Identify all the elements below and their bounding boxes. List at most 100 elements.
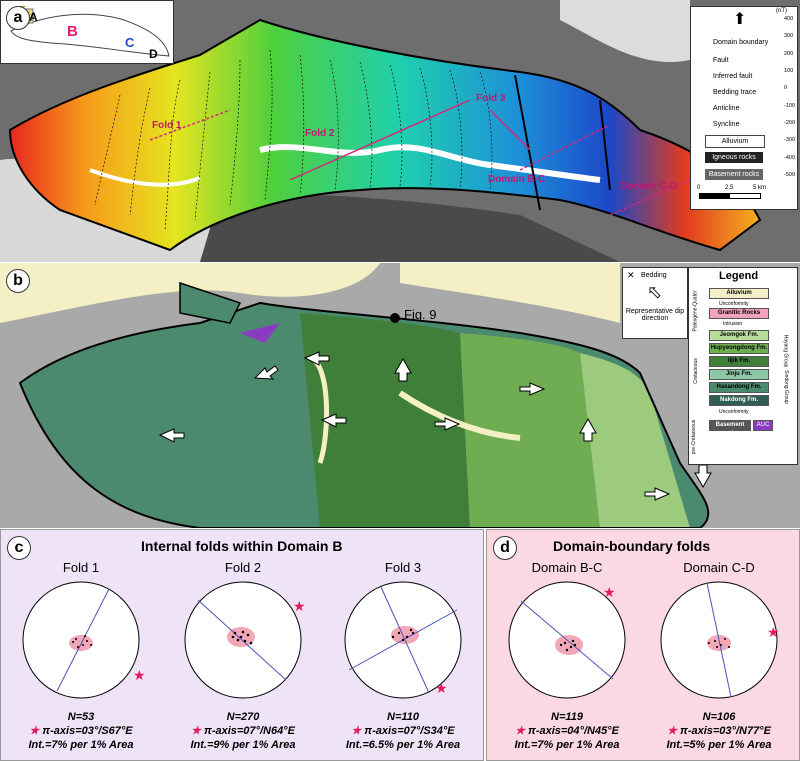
stereonet-plot: ★ — [660, 581, 780, 699]
domain-boundary — [599, 99, 611, 191]
fig9-label: Fig. 9 — [404, 307, 437, 322]
alluvium-patch — [0, 263, 380, 323]
stereonet-plot: ★ — [22, 581, 146, 699]
domain-bc-label: Domain B-C — [488, 174, 546, 185]
legend-alluvium: Alluvium — [709, 288, 769, 299]
north-arrow-icon: ⬆ — [733, 11, 747, 28]
map-b-legend: Legend Paleogene-Quater Alluvium Unconfo… — [688, 267, 798, 465]
legend-title: Legend — [719, 270, 759, 282]
dip-legend-box: ✕ Bedding ⬁ Representative dip direction — [622, 267, 688, 339]
star-icon: ★ — [515, 725, 528, 737]
colorbar-tick: 100 — [784, 67, 794, 74]
stereonet-intensity: Int.=7% per 1% Area — [28, 739, 134, 751]
colorbar-unit: (nT) — [776, 8, 787, 14]
stereonet-domain-cd: Domain C-D ★ N=106 ★ π-axis=03°/N77°E In… — [639, 560, 799, 752]
colorbar-ticks: 400 300 200 100 0 -100 -200 -300 -400 -5… — [784, 16, 800, 178]
colorbar-tick: 0 — [784, 85, 788, 92]
bedding-traces — [94, 49, 493, 231]
legend-bedding-label: Bedding — [641, 272, 667, 279]
stereonet-n: N=119 — [551, 711, 583, 723]
pi-axis-value: π-axis=03°/S67°E — [42, 725, 133, 737]
star-icon: ★ — [191, 725, 204, 737]
pi-axis-value: π-axis=04°/N45°E — [527, 725, 619, 737]
pi-axis-star-icon: ★ — [293, 598, 306, 614]
igneous-rocks-patch — [200, 193, 620, 262]
colorbar-tick: -400 — [784, 154, 796, 161]
stereonet-plot: ★ — [184, 581, 306, 699]
fig9-location-marker — [390, 313, 400, 323]
stereonet-fold-3: Fold 3 ★ N=110 ★ π-axis=07°/S34°E Int.=6… — [323, 560, 483, 752]
stereonet-n: N=106 — [702, 711, 736, 723]
inset-label-b: B — [67, 23, 78, 40]
legend-inferred-fault: Inferred fault — [713, 73, 753, 80]
scale-tick-0: 0 — [697, 185, 701, 191]
colorbar-tick: 200 — [784, 50, 794, 57]
inset-label-d: D — [149, 47, 158, 61]
colorbar-tick: -100 — [784, 102, 796, 109]
alluvium-patch — [400, 263, 620, 323]
domain-cd-fold-axis — [609, 179, 691, 216]
stereonet-title: Domain C-D — [683, 560, 755, 575]
inset-label-c: C — [125, 35, 135, 50]
panel-label-d: d — [493, 536, 517, 560]
legend-basement-box: Basement rocks — [705, 169, 763, 180]
panel-d-domain-boundary-folds: d Domain-boundary folds Domain B-C ★ N=1… — [486, 529, 800, 761]
legend-unconformity-1: Unconformity — [719, 301, 749, 307]
legend-anticline: Anticline — [713, 105, 740, 112]
colorbar-tick: -300 — [784, 137, 796, 144]
alluvium-patch — [560, 0, 690, 62]
colorbar-tick: -200 — [784, 119, 796, 126]
stereonet-pi-axis: ★ π-axis=03°/N77°E — [639, 724, 799, 738]
stereonet-pi-axis: ★ π-axis=07°/N64°E — [163, 724, 323, 738]
stereonet-fold-2: Fold 2 ★ N=270 ★ π-axis=07°/N64°E Int.=9… — [163, 560, 323, 752]
stereonet-title: Fold 2 — [224, 560, 262, 575]
stereonet-n: N=53 — [67, 711, 95, 723]
fold-3-label: Fold 3 — [476, 93, 506, 104]
stereonet-intensity: Int.=5% per 1% Area — [666, 739, 772, 751]
legend-dip-label: Representative dip direction — [625, 308, 685, 322]
star-icon: ★ — [29, 725, 43, 737]
legend-hasandong: Hasandong Fm. — [709, 382, 769, 393]
legend-auc: AUC — [753, 420, 773, 431]
outlier-formation — [179, 281, 242, 324]
pi-axis-value: π-axis=03°/N77°E — [679, 725, 771, 737]
colorbar-tick: 400 — [784, 16, 794, 22]
legend-granitic: Granitic Rocks — [709, 308, 769, 319]
river — [259, 144, 601, 183]
legend-igneous-box: Igneous rocks — [705, 152, 763, 163]
domain-boundary — [8, 18, 762, 252]
domain-boundary — [514, 74, 541, 211]
inset-label-a: A — [29, 10, 38, 24]
panel-c-title: Internal folds within Domain B — [141, 538, 343, 554]
fold-1-label: Fold 1 — [152, 120, 182, 131]
stereonet-intensity: Int.=9% per 1% Area — [190, 739, 296, 751]
domain-boundary — [18, 301, 710, 528]
fold-1-axis — [149, 109, 231, 141]
pi-axis-star-icon: ★ — [767, 624, 780, 640]
legend-intrusion: Intrusion — [723, 321, 743, 327]
legend-iljik: Iljik Fm. — [709, 356, 769, 367]
panel-label-a: a — [6, 6, 30, 30]
river — [89, 168, 201, 187]
pi-axis-value: π-axis=07°/S34°E — [364, 725, 455, 737]
panel-b-geologic-map: b Fig. 9 ✕ Bedding ⬁ Representative dip … — [0, 263, 800, 528]
formation-area — [300, 313, 470, 528]
legend-hupyeongdong: Hupyeongdong Fm. — [709, 343, 769, 354]
pi-axis-star-icon: ★ — [603, 584, 616, 600]
magnetic-map-svg — [0, 0, 800, 262]
scale-tick-2-5: 2.5 — [725, 185, 734, 191]
stereonet-plot: ★ — [344, 581, 462, 699]
legend-cretaceous: Cretaceous — [692, 358, 699, 384]
stereonet-plot: ★ — [508, 581, 626, 699]
stereonet-pi-axis: ★ π-axis=07°/S34°E — [323, 724, 483, 738]
stereonet-fold-1: Fold 1 ★ N=53 ★ π-axis=03°/S67°E Int.=7%… — [1, 560, 161, 752]
stereonet-n: N=270 — [226, 711, 260, 723]
legend-hayang: Hayang Group — [782, 334, 789, 368]
pi-axis-value: π-axis=07°/N64°E — [203, 725, 295, 737]
stereonet-intensity: Int.=6.5% per 1% Area — [345, 739, 461, 751]
fold-3-axis — [489, 109, 531, 151]
stereonet-n: N=110 — [387, 711, 419, 723]
panel-d-title: Domain-boundary folds — [553, 538, 711, 554]
legend-basement: Basement rocks — [709, 420, 751, 437]
panel-label-b: b — [6, 269, 30, 293]
